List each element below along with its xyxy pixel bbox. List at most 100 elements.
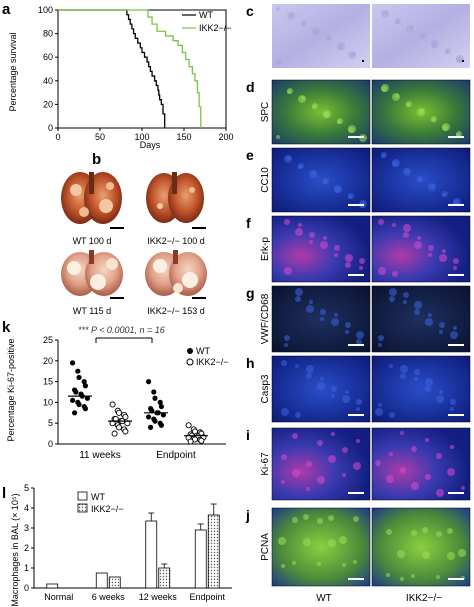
y-tick-label: 40 xyxy=(43,76,53,86)
legend-ikk2-label: IKK2−/− xyxy=(196,357,229,367)
texture-spot xyxy=(386,573,390,577)
texture-spot xyxy=(309,300,313,304)
texture-spot xyxy=(320,309,326,315)
panel-g-letter: g xyxy=(246,285,255,301)
panel-a-survival-chart: a 0 50 100 150 200 0 20 40 60 80 100 Percentage su… xyxy=(2,1,234,150)
texture-spot xyxy=(436,489,444,497)
x-category-label: Endpoint xyxy=(156,450,196,461)
texture-spot xyxy=(400,365,408,373)
bar-wt xyxy=(145,520,158,589)
texture-spot xyxy=(411,446,417,452)
texture-spot xyxy=(281,360,287,366)
texture-spot xyxy=(301,96,305,100)
x-category-label: 6 weeks xyxy=(92,592,126,602)
y-tick-label: 0 xyxy=(48,123,53,133)
texture-spot xyxy=(439,330,443,334)
texture-spot xyxy=(317,440,323,446)
texture-spot xyxy=(284,267,292,275)
texture-spot xyxy=(342,395,350,403)
panel-j-letter: j xyxy=(245,507,250,523)
panel-k-letter: k xyxy=(2,319,11,336)
texture-spot xyxy=(334,185,342,193)
panel-a-letter: a xyxy=(2,1,11,18)
texture-spot xyxy=(328,515,334,521)
point-ikk2 xyxy=(187,438,194,445)
panel-a-xlabel: Days xyxy=(140,140,161,150)
texture-spot xyxy=(323,236,327,240)
bar-ikk2 xyxy=(207,514,220,589)
texture-spot xyxy=(450,399,456,405)
x-category-label: 12 weeks xyxy=(139,592,178,602)
texture-spot xyxy=(458,549,466,557)
texture-spot xyxy=(450,331,458,339)
panel-a-ylabel: Percentage survival xyxy=(8,32,18,111)
x-tick-label: 0 xyxy=(55,132,60,142)
stain-label-i: Ki-67 xyxy=(260,452,271,476)
texture-spot xyxy=(292,517,298,523)
y-tick-label: 20 xyxy=(43,356,53,366)
texture-spot xyxy=(312,171,316,175)
texture-spot xyxy=(303,538,311,546)
bar-wt xyxy=(46,583,59,589)
texture-spot xyxy=(356,339,362,345)
texture-spot xyxy=(295,288,303,296)
texture-spot xyxy=(317,518,323,524)
texture-spot xyxy=(331,386,337,392)
y-tick-label: 25 xyxy=(43,335,53,345)
caption-ikk2-153d: IKK2−/− 153 d xyxy=(147,306,205,315)
texture-spot xyxy=(422,527,428,533)
texture-spot xyxy=(431,116,437,122)
point-ikk2 xyxy=(185,422,192,429)
texture-spot xyxy=(439,254,447,262)
texture-spot xyxy=(378,267,386,275)
texture-spot xyxy=(436,453,442,459)
texture-spot xyxy=(356,331,364,339)
texture-spot xyxy=(392,223,396,227)
texture-spot xyxy=(312,103,318,109)
texture-spot xyxy=(378,343,382,347)
survival-curve-wt xyxy=(58,9,166,128)
panel-e-letter: e xyxy=(246,147,254,163)
panel-l-bal-bar-chart: l Macrophages in BAL (× 10⁵) 0 1 2 3 4 5 Norma… xyxy=(2,483,232,607)
texture-spot xyxy=(450,445,454,449)
stain-label-e: CC10 xyxy=(260,167,271,193)
panels-c-to-j-micrographs: c d SPC e CC10 f Erk-p g VWF/CD68 h Casp3 i Ki-67 j PC… xyxy=(245,3,471,604)
legend-wt-label: WT xyxy=(196,346,210,356)
texture-spot xyxy=(342,447,348,453)
texture-spot xyxy=(359,266,363,270)
texture-spot xyxy=(425,474,431,480)
y-tick-label: 1 xyxy=(24,563,29,573)
texture-spot xyxy=(453,326,457,330)
panel-h-letter: h xyxy=(246,355,255,371)
y-tick-label: 20 xyxy=(43,99,53,109)
texture-spot xyxy=(306,487,310,491)
texture-spot xyxy=(428,313,432,317)
texture-spot xyxy=(334,245,340,251)
texture-spot xyxy=(378,335,384,341)
point-wt xyxy=(72,410,78,416)
point-wt xyxy=(146,414,152,420)
legend-ikk2-swatch xyxy=(77,503,88,513)
texture-spot xyxy=(323,110,331,118)
texture-spot xyxy=(439,322,445,328)
texture-spot xyxy=(386,529,392,535)
texture-spot xyxy=(298,163,304,169)
y-tick-label: 100 xyxy=(38,5,53,15)
point-ikk2 xyxy=(109,401,116,408)
texture-spot xyxy=(417,236,421,240)
texture-spot xyxy=(445,48,451,54)
micrograph-f-ikk2 xyxy=(371,215,471,283)
texture-spot xyxy=(306,373,312,379)
texture-spot xyxy=(342,563,346,567)
texture-spot xyxy=(442,123,450,131)
y-tick-label: 4 xyxy=(24,503,29,513)
texture-spot xyxy=(403,232,409,238)
stain-label-h: Casp3 xyxy=(260,374,271,403)
texture-spot xyxy=(436,575,440,579)
texture-spot xyxy=(284,335,290,341)
texture-spot xyxy=(411,530,417,536)
texture-spot xyxy=(351,52,355,56)
texture-spot xyxy=(276,59,282,65)
texture-spot xyxy=(292,561,296,565)
texture-spot xyxy=(345,322,351,328)
